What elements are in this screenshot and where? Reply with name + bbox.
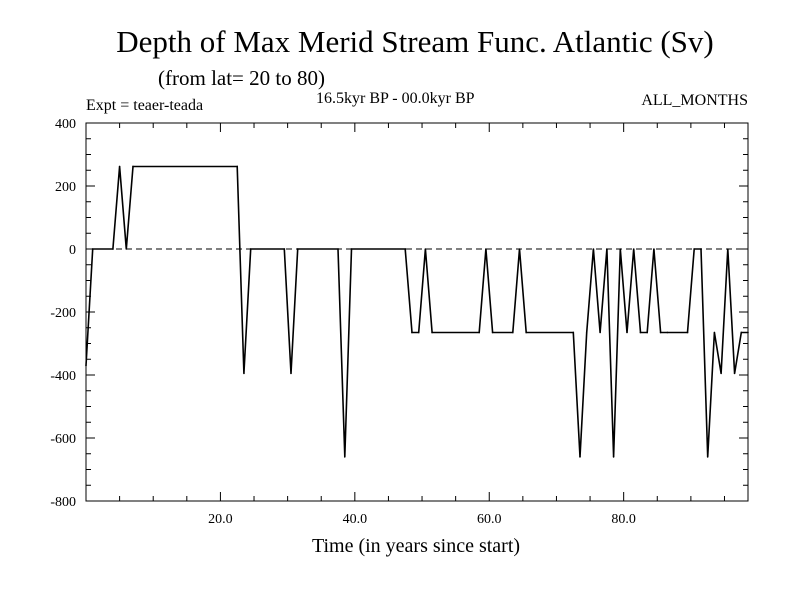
- data-point: [417, 331, 420, 334]
- data-point: [85, 364, 87, 367]
- data-point: [599, 331, 601, 334]
- y-tick-label: 0: [69, 243, 76, 258]
- data-point: [518, 248, 521, 250]
- chart-subtitle: (from lat= 20 to 80): [158, 66, 325, 90]
- y-tick-label: -200: [50, 306, 76, 321]
- data-point: [243, 372, 245, 375]
- months-label: ALL_MONTHS: [641, 92, 748, 109]
- data-point: [659, 331, 662, 334]
- data-point: [733, 372, 736, 375]
- data-point: [579, 456, 581, 458]
- data-point: [343, 456, 346, 458]
- data-point: [431, 331, 433, 334]
- x-tick-label: 20.0: [208, 512, 233, 527]
- x-axis-label: Time (in years since start): [311, 535, 521, 557]
- data-point: [283, 248, 286, 250]
- data-point: [626, 331, 628, 334]
- data-point: [706, 456, 709, 458]
- x-tick-label: 60.0: [477, 512, 502, 527]
- data-point: [592, 248, 595, 250]
- data-point: [525, 331, 528, 334]
- data-point: [612, 456, 615, 458]
- chart-title: Depth of Max Merid Stream Func. Atlantic…: [116, 24, 714, 59]
- data-point: [249, 248, 252, 250]
- data-point: [646, 331, 648, 334]
- data-point: [350, 248, 353, 250]
- data-point: [411, 331, 413, 334]
- experiment-label: Expt = teaer-teada: [86, 97, 204, 114]
- data-point: [290, 372, 292, 375]
- data-point: [686, 331, 689, 334]
- data-point: [747, 331, 749, 334]
- data-point: [693, 248, 696, 250]
- data-point: [720, 372, 722, 375]
- series-line-depth: [85, 165, 748, 457]
- data-points: [85, 165, 749, 458]
- data-point: [585, 331, 588, 334]
- x-tick-label: 40.0: [343, 512, 368, 527]
- y-tick-label: -800: [50, 495, 76, 510]
- data-point: [511, 331, 514, 334]
- data-point: [653, 248, 655, 250]
- data-point: [485, 248, 487, 250]
- data-point: [337, 248, 339, 250]
- x-tick-labels: 20.0 40.0 60.0 80.0: [208, 512, 636, 527]
- data-point: [666, 331, 669, 334]
- y-tick-label: 400: [55, 117, 76, 132]
- data-point: [606, 248, 608, 250]
- data-point: [118, 165, 121, 168]
- data-point: [132, 165, 134, 168]
- data-point: [478, 331, 480, 334]
- data-point: [740, 331, 743, 334]
- data-point: [404, 248, 407, 250]
- data-point: [236, 165, 239, 168]
- data-point: [727, 248, 729, 250]
- data-point: [572, 331, 575, 334]
- y-tick-labels: -800 -600 -400 -200 0 200 400: [50, 117, 76, 510]
- data-point: [112, 248, 114, 250]
- data-point: [91, 248, 94, 250]
- x-tick-label: 80.0: [611, 512, 636, 527]
- data-point: [713, 331, 716, 334]
- data-point: [424, 248, 427, 250]
- y-tick-label: 200: [55, 180, 76, 195]
- data-point: [491, 331, 494, 334]
- y-tick-label: -400: [50, 369, 76, 384]
- data-point: [296, 248, 299, 250]
- data-point: [619, 248, 622, 250]
- data-point: [700, 248, 702, 250]
- data-point: [632, 248, 635, 250]
- data-point: [125, 248, 128, 250]
- data-point: [639, 331, 642, 334]
- y-tick-label: -600: [50, 432, 76, 447]
- period-label: 16.5kyr BP - 00.0kyr BP: [316, 90, 475, 107]
